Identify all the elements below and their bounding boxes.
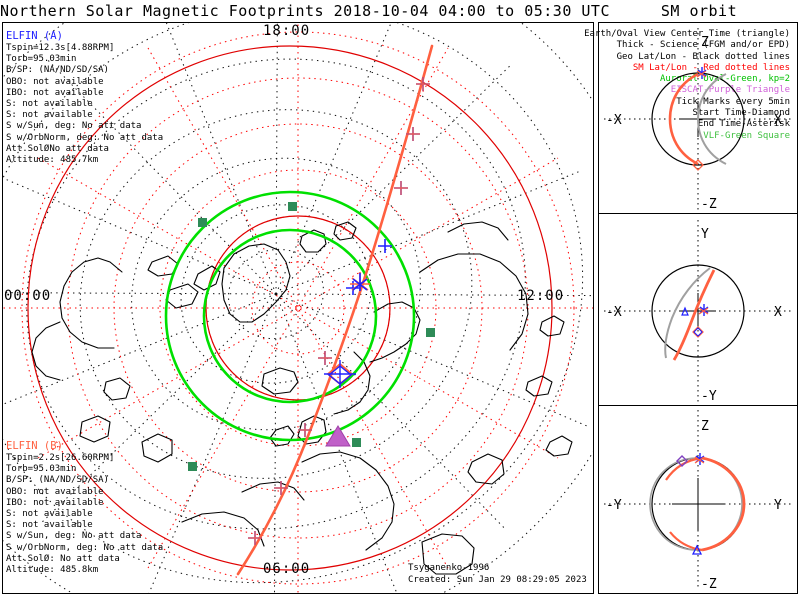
earth-circle-xz <box>651 72 745 166</box>
model-name: Tsyganenko-1996 <box>408 563 490 573</box>
spacecraft-a-row: S w/OrbNorm, deg: No att data <box>6 132 164 143</box>
orbit-track-xz <box>668 72 699 166</box>
xy-center-cross <box>680 293 716 329</box>
axis-label-right: Y <box>774 498 782 513</box>
spacecraft-b-row: S: not available <box>6 509 93 520</box>
auroral-oval <box>164 190 416 442</box>
spacecraft-b-row: S w/Sun, deg: No att data <box>6 531 142 542</box>
spacecraft-a-row: Tspin=12.3s[4.88RPM] <box>6 43 115 53</box>
spacecraft-a-row: S w/Sun, deg: No att data <box>6 121 142 132</box>
spacecraft-a-row: Att.SolØNo att data <box>6 143 109 154</box>
credits: Tsyganenko-1996 Created: Sun Jan 29 08:2… <box>408 563 587 586</box>
orbit-track-thin <box>237 45 433 575</box>
orbit-panel-xy-frame <box>598 214 798 406</box>
axis-label-left: -Y <box>606 498 622 513</box>
created-timestamp: Created: Sun Jan 29 08:29:05 2023 <box>408 574 587 585</box>
axis-label-bottom: -Y <box>701 389 717 404</box>
clock-label-bottom: 06:00 <box>263 561 311 577</box>
coastlines <box>31 221 573 575</box>
spacecraft-b-row: S w/OrbNorm, deg: No att data <box>6 542 164 553</box>
page-title: Northern Solar Magnetic Footprints 2018-… <box>0 2 610 20</box>
tick-marks-red <box>248 77 430 545</box>
axis-label-right: X <box>774 305 782 320</box>
legend-item: Geo Lat/Lon - Black dotted lines <box>616 51 790 62</box>
orbit-track-yz <box>701 456 746 552</box>
vlf-squares <box>188 202 435 471</box>
start-marker-yz <box>676 455 688 467</box>
spacecraft-b-row: Altitude: 485.8km <box>6 565 99 576</box>
orbit-plot-yz: Z -Y Y -Z <box>604 410 792 592</box>
legend-item: Tick Marks every 5min <box>676 96 790 107</box>
clock-label-left: 00:00 <box>4 288 52 304</box>
orbit-shadow-xy <box>664 267 711 359</box>
legend-item: Start Time-Diamond <box>692 108 790 119</box>
axis-label-left: -X <box>606 305 622 320</box>
end-marker-xy <box>698 304 709 316</box>
start-marker-xz <box>692 159 704 171</box>
orbit-track-xy <box>672 269 716 361</box>
spacecraft-b-row: Att.SolØ: No att data <box>6 553 120 564</box>
legend-item: Earth/Oval View Center Time (triangle) <box>584 29 790 39</box>
orbit-track-b <box>236 44 434 576</box>
legend-item: SM Lat/Lon - Red dotted lines <box>632 62 790 73</box>
earth-circle-xy <box>651 264 745 358</box>
spacecraft-a-name: ELFIN (A) <box>6 30 63 42</box>
spacecraft-b-row: S: not available <box>6 520 93 531</box>
axis-label-bottom: -Z <box>701 577 717 592</box>
end-marker-yz <box>694 453 705 465</box>
start-time-diamond-marker <box>324 360 356 388</box>
axis-label-right: X <box>774 113 782 128</box>
spacecraft-b-name: ELFIN (B) <box>6 440 63 452</box>
polar-map-plot <box>3 23 593 593</box>
legend-item: Thick - Science (FGM and/or EPD) <box>616 40 790 51</box>
clock-label-top: 18:00 <box>263 23 311 39</box>
end-marker-xz <box>696 67 707 79</box>
axis-label-bottom: -Z <box>701 197 717 212</box>
axis-label-left: -X <box>606 113 622 128</box>
spacecraft-b-row: IBO: not available <box>6 497 104 508</box>
spacecraft-a-row: Torb=95.03min <box>6 54 77 65</box>
view-center-triangle-xy <box>681 306 689 316</box>
eiscat-triangle-marker <box>325 425 351 447</box>
spacecraft-b-row: OBO: not available <box>6 486 104 497</box>
axis-label-top: Z <box>701 419 709 434</box>
legend-item: VLF-Green Square <box>703 130 790 141</box>
sm-grid <box>3 23 593 593</box>
clock-label-right: 12:00 <box>517 288 565 304</box>
spacecraft-a-row: S: not available <box>6 99 93 110</box>
spacecraft-a-info: ELFIN (A) Tspin=12.3s[4.88RPM] Torb=95.0… <box>6 30 163 166</box>
spacecraft-a-row: B/SP: (NA/ND/SD/SA) <box>6 65 109 76</box>
spacecraft-b-row: Torb=95.03min <box>6 464 77 475</box>
axis-label-top: Z <box>701 35 709 50</box>
spacecraft-a-row: Altitude: 485.7km <box>6 155 99 166</box>
legend-item: EISCAT-Purple Triangle <box>670 85 790 96</box>
axis-label-top: Y <box>701 227 709 242</box>
end-time-asterisk-marker <box>350 272 370 292</box>
orbit-panel-title: SM orbit <box>660 2 738 20</box>
orbit-shadow-xz <box>696 73 727 165</box>
spacecraft-b-row: Tspin=2.2s[26.60RPM] <box>6 453 115 463</box>
orbit-panel-yz-frame <box>598 406 798 594</box>
spacecraft-a-row: IBO: not available <box>6 87 104 98</box>
spacecraft-b-info: ELFIN (B) Tspin=2.2s[26.60RPM] Torb=95.0… <box>6 440 163 576</box>
orbit-plot-xz: Z -X X -Z <box>604 28 792 212</box>
sm-reference-circles <box>27 45 553 571</box>
spacecraft-b-row: B/SP: (NA/ND/SD/SA) <box>6 475 109 486</box>
spacecraft-a-row: OBO: not available <box>6 76 104 87</box>
start-marker-xy <box>692 326 704 338</box>
orbit-plot-xy: Y -X X -Y <box>604 220 792 404</box>
spacecraft-a-row: S: not available <box>6 110 93 121</box>
legend-item: Auroral Oval-Green, kp=2 <box>659 74 790 85</box>
orbit-panel-xz-frame <box>598 22 798 214</box>
yz-center-cross <box>672 478 724 530</box>
view-center-triangle-yz <box>691 544 703 555</box>
map-frame <box>2 22 594 594</box>
